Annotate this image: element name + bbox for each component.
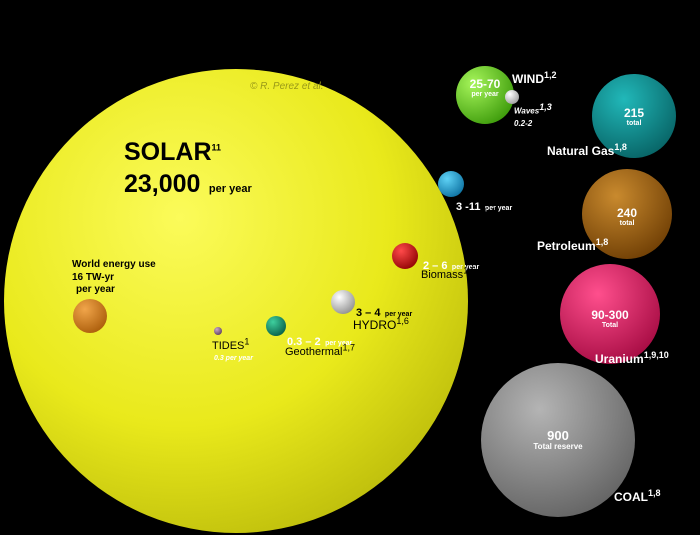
- coal-value-block: 900 Total reserve: [508, 428, 608, 452]
- otec-label: OTEC1,4: [452, 207, 495, 222]
- biomass-sup: 1,5: [463, 265, 476, 276]
- solar-bubble: [4, 69, 468, 533]
- hydro-value-line: 3 – 4 per year: [356, 304, 412, 320]
- natural-gas-value-block: 215 total: [602, 106, 666, 128]
- geothermal-name: Geothermal: [285, 346, 343, 358]
- geothermal-unit: per year: [325, 340, 353, 347]
- natural-gas-sup: 1,8: [614, 142, 627, 152]
- biomass-bubble: [392, 243, 418, 269]
- tides-bubble: [214, 327, 222, 335]
- uranium-bubble: [560, 264, 660, 364]
- geothermal-label: Geothermal1,7: [285, 343, 355, 358]
- solar-value: 23,000: [124, 170, 201, 198]
- geothermal-value: 0.3 – 2: [287, 336, 321, 348]
- petroleum-unit: total: [619, 220, 635, 228]
- hydro-name: HYDRO: [353, 318, 397, 332]
- geothermal-value-line: 0.3 – 2 per year: [287, 333, 352, 349]
- waves-value: 0.2-2: [514, 119, 533, 128]
- biomass-label: Biomass1,5: [421, 266, 476, 281]
- natural-gas-label: Natural Gas1,8: [547, 142, 627, 158]
- wind-label: WIND1,2: [512, 70, 557, 86]
- biomass-value-line: 2 – 6 per year: [423, 257, 479, 273]
- solar-name: SOLAR: [124, 138, 212, 166]
- biomass-value: 2 – 6: [423, 260, 448, 272]
- uranium-sup: 1,9,10: [643, 350, 669, 360]
- hydro-unit: per year: [384, 311, 413, 318]
- otec-bubble: [438, 171, 464, 197]
- waves-name: Waves: [514, 106, 540, 116]
- petroleum-sup: 1,8: [595, 237, 609, 247]
- otec-value: 3 -11: [456, 201, 481, 213]
- solar-unit: per year: [208, 183, 252, 195]
- waves-bubble: [505, 90, 519, 104]
- otec-unit: per year: [484, 205, 513, 212]
- otec-name: OTEC: [452, 210, 483, 222]
- solar-sup: 11: [211, 142, 222, 153]
- wind-unit: per year: [471, 91, 499, 99]
- petroleum-name: Petroleum: [537, 239, 596, 253]
- world-energy-line1: World energy use: [72, 259, 156, 270]
- coal-sup: 1,8: [648, 488, 661, 498]
- natural-gas-unit: total: [626, 120, 642, 128]
- natural-gas-value: 215: [623, 106, 645, 120]
- natural-gas-bubble: [592, 74, 676, 158]
- wind-bubble: [456, 66, 514, 124]
- wind-value-block: 25-70 per year: [458, 77, 512, 99]
- waves-label: Waves1,3: [514, 103, 552, 116]
- geothermal-sup: 1,7: [342, 342, 355, 353]
- hydro-label: HYDRO1,6: [353, 316, 409, 332]
- biomass-name: Biomass: [421, 269, 464, 281]
- uranium-name: Uranium: [595, 352, 644, 366]
- coal-bubble: [481, 363, 635, 517]
- solar-title: SOLAR11: [124, 140, 221, 165]
- world-energy-label: World energy use 16 TW-yr per year: [72, 259, 156, 297]
- uranium-unit: Total: [601, 322, 619, 330]
- otec-value-line: 3 -11 per year: [456, 198, 512, 214]
- credit-text: © R. Perez et al.: [250, 81, 324, 92]
- otec-sup: 1,4: [482, 206, 496, 217]
- geothermal-bubble: [266, 316, 286, 336]
- tides-name: TIDES: [212, 340, 245, 352]
- petroleum-bubble: [582, 169, 672, 259]
- tides-sup: 1: [244, 336, 250, 347]
- waves-sup: 1,3: [539, 102, 552, 112]
- uranium-label: Uranium1,9,10: [595, 350, 669, 366]
- petroleum-value-block: 240 total: [595, 206, 659, 228]
- coal-name: COAL: [614, 490, 648, 504]
- wind-value: 25-70: [469, 77, 501, 91]
- natural-gas-name: Natural Gas: [547, 144, 615, 158]
- petroleum-label: Petroleum1,8: [537, 237, 609, 253]
- hydro-value: 3 – 4: [356, 307, 381, 319]
- world-energy-bubble: [73, 299, 107, 333]
- petroleum-value: 240: [616, 206, 638, 220]
- world-energy-line2: 16 TW-yr: [72, 271, 115, 283]
- world-energy-line3: per year: [76, 284, 115, 295]
- biomass-unit: per year: [451, 264, 480, 271]
- uranium-value: 90-300: [591, 308, 629, 322]
- tides-label: TIDES1: [212, 337, 249, 352]
- coal-label: COAL1,8: [614, 488, 661, 504]
- uranium-value-block: 90-300 Total: [574, 308, 646, 330]
- coal-value: 900: [547, 428, 569, 443]
- wind-sup: 1,2: [544, 70, 557, 80]
- hydro-bubble: [331, 290, 355, 314]
- wind-name: WIND: [512, 72, 544, 86]
- hydro-sup: 1,6: [396, 316, 409, 326]
- coal-unit: Total reserve: [533, 442, 583, 452]
- solar-value-line: 23,000 per year: [124, 172, 252, 197]
- tides-value: 0.3 per year: [214, 355, 253, 362]
